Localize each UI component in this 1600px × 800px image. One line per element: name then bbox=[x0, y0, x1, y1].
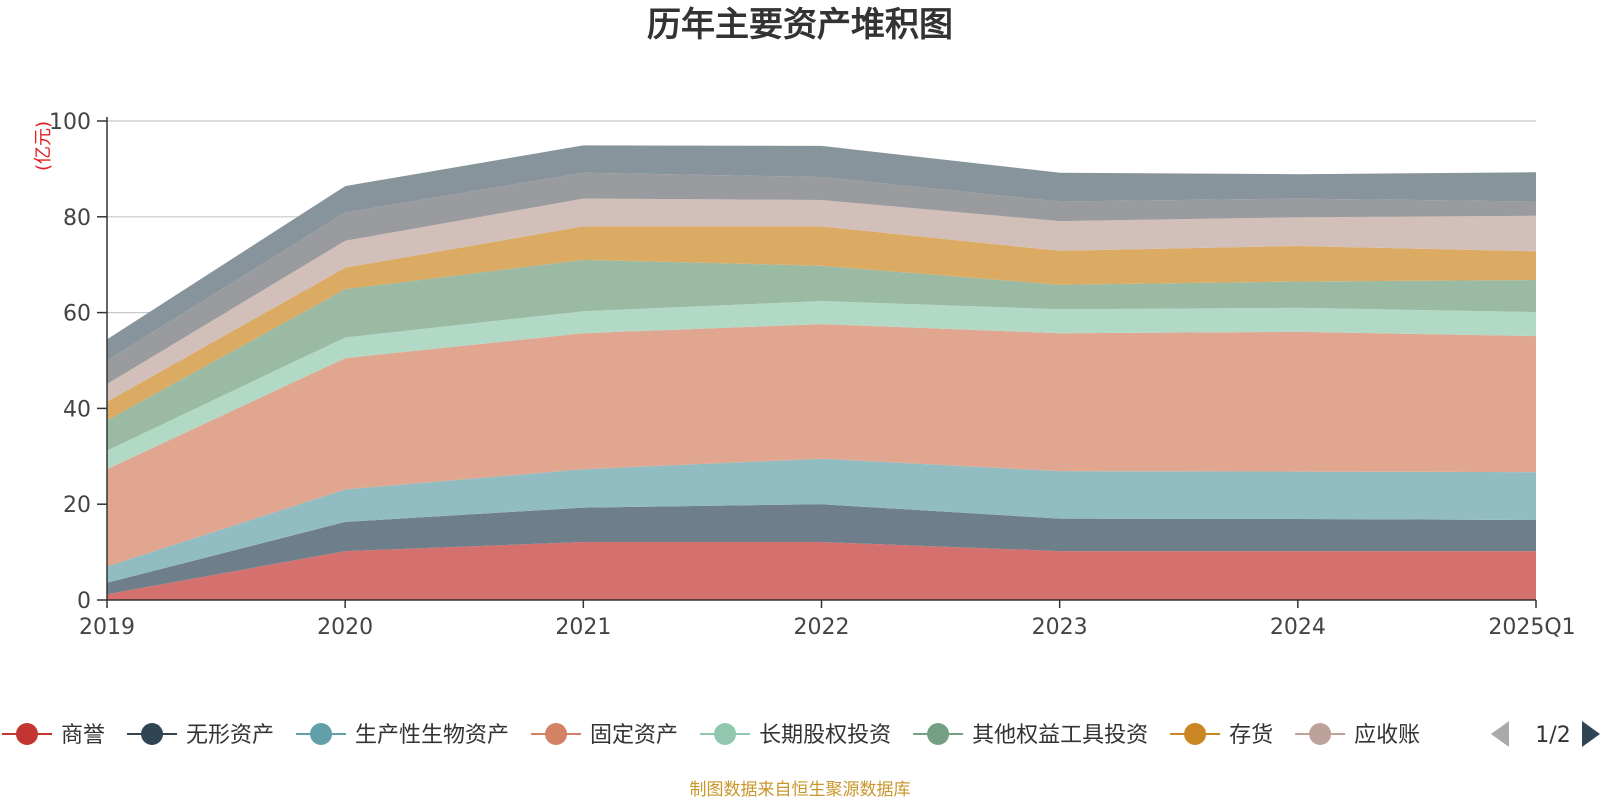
legend[interactable]: 商誉 无形资产 生产性生物资产 固定资产 长期股权投资 其他权益工具投资 存货 应收账 1/2 bbox=[2, 721, 1600, 748]
legend-item[interactable]: 应收账 bbox=[1295, 723, 1420, 748]
legend-label: 存货 bbox=[1229, 723, 1273, 748]
legend-items: 商誉 无形资产 生产性生物资产 固定资产 长期股权投资 其他权益工具投资 存货 应收账 bbox=[2, 723, 1420, 748]
legend-pager[interactable]: 1/2 bbox=[1491, 721, 1600, 748]
legend-page-indicator: 1/2 bbox=[1535, 723, 1570, 748]
y-axis-unit: (亿元) bbox=[33, 121, 54, 171]
area-series-2 bbox=[107, 504, 1536, 595]
y-tick-label: 20 bbox=[63, 493, 91, 518]
data-source-note: 制图数据来自恒生聚源数据库 bbox=[690, 780, 911, 800]
y-tick-label: 0 bbox=[77, 589, 91, 614]
area-series-8 bbox=[107, 198, 1536, 402]
legend-item[interactable]: 固定资产 bbox=[531, 723, 678, 748]
area-series-10 bbox=[107, 145, 1536, 361]
legend-label: 商誉 bbox=[61, 723, 105, 748]
legend-label: 无形资产 bbox=[186, 723, 274, 748]
y-tick-label: 80 bbox=[63, 206, 91, 231]
axes: 0 20 40 60 80 100 2019 2020 2021 2022 2023 2024 2025… bbox=[49, 110, 1576, 640]
legend-marker bbox=[545, 723, 568, 745]
y-tick-label: 100 bbox=[49, 110, 91, 135]
legend-item[interactable]: 长期股权投资 bbox=[700, 723, 891, 748]
area-series-7 bbox=[107, 226, 1536, 421]
x-tick-label: 2020 bbox=[317, 615, 373, 640]
legend-marker bbox=[16, 723, 38, 745]
legend-marker bbox=[141, 723, 164, 745]
legend-item[interactable]: 存货 bbox=[1170, 723, 1273, 748]
x-tick-label: 2024 bbox=[1270, 615, 1326, 640]
x-tick-label: 2025Q1 bbox=[1488, 615, 1575, 640]
area-series-4 bbox=[107, 324, 1536, 567]
y-tick-label: 40 bbox=[63, 397, 91, 422]
legend-item[interactable]: 商誉 bbox=[2, 723, 105, 748]
legend-item[interactable]: 无形资产 bbox=[127, 723, 274, 748]
prev-page-icon[interactable] bbox=[1491, 721, 1509, 747]
area-series-3 bbox=[107, 458, 1536, 583]
legend-label: 其他权益工具投资 bbox=[972, 723, 1148, 748]
legend-marker bbox=[1184, 723, 1207, 745]
area-series-5 bbox=[107, 301, 1536, 470]
x-tick-label: 2021 bbox=[555, 615, 611, 640]
area-series-1 bbox=[107, 542, 1536, 600]
next-page-icon[interactable] bbox=[1582, 721, 1600, 747]
legend-item[interactable]: 其他权益工具投资 bbox=[913, 723, 1148, 748]
legend-label: 应收账 bbox=[1354, 723, 1420, 748]
chart-title: 历年主要资产堆积图 bbox=[647, 5, 953, 45]
x-tick-label: 2019 bbox=[79, 615, 135, 640]
legend-label: 长期股权投资 bbox=[759, 723, 891, 748]
legend-marker bbox=[1309, 723, 1332, 745]
legend-marker bbox=[927, 723, 950, 745]
legend-marker bbox=[310, 723, 333, 745]
area-series-group bbox=[107, 145, 1536, 600]
legend-marker bbox=[714, 723, 737, 745]
legend-label: 生产性生物资产 bbox=[355, 723, 509, 748]
area-series-6 bbox=[107, 259, 1536, 451]
y-tick-label: 60 bbox=[63, 302, 91, 327]
legend-item[interactable]: 生产性生物资产 bbox=[296, 723, 509, 748]
x-tick-label: 2022 bbox=[794, 615, 850, 640]
legend-label: 固定资产 bbox=[590, 723, 678, 748]
x-tick-label: 2023 bbox=[1032, 615, 1088, 640]
